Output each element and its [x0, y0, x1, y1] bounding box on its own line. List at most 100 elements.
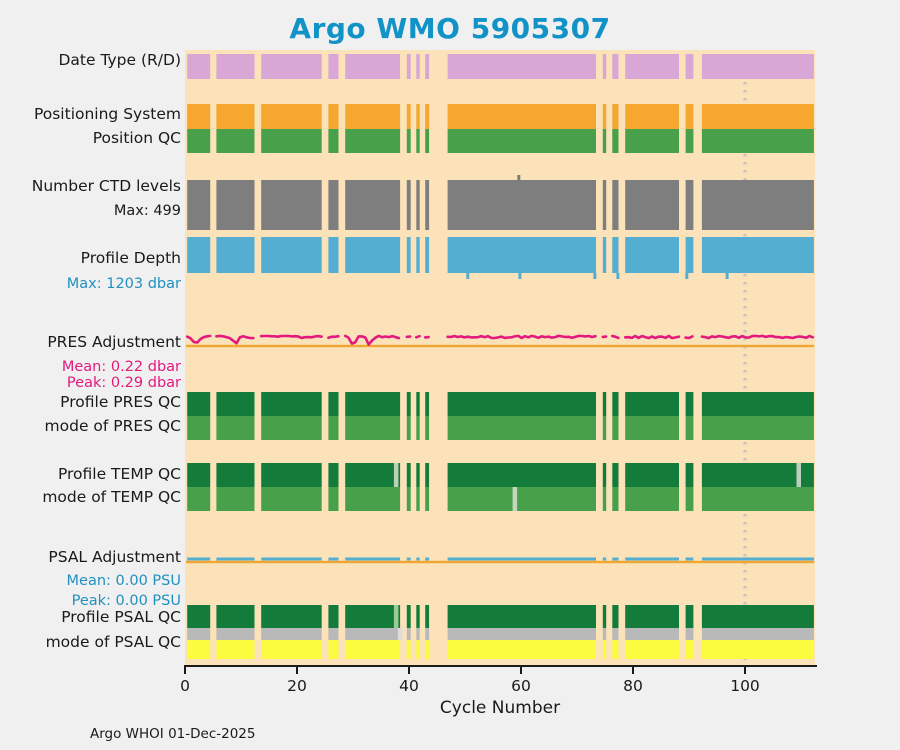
profile-pres-qc-band — [345, 392, 401, 416]
profile-pres-qc-band — [701, 392, 814, 416]
psal-adjustment-line — [328, 557, 339, 561]
psal-adjustment-line — [345, 557, 401, 561]
pres-adjustment-line — [610, 334, 620, 340]
position-qc-band — [187, 129, 211, 153]
pres-adjustment-line — [185, 334, 212, 344]
profile-temp-qc-band — [602, 463, 607, 487]
date-type-band — [328, 54, 339, 79]
profile-pres-qc-band — [416, 392, 420, 416]
profile-depth-band — [625, 237, 679, 273]
mode-psal-qc-gray-band — [187, 628, 211, 640]
position-qc-band — [416, 129, 420, 153]
mode-psal-qc-gray-band-mark — [397, 628, 403, 640]
positioning-system-band — [406, 104, 411, 129]
psal-adjustment-line — [261, 557, 322, 561]
positioning-system-band — [625, 104, 679, 129]
date-type-band — [216, 54, 255, 79]
position-qc-band — [685, 129, 694, 153]
mode-pres-qc-band — [261, 416, 322, 440]
profile-pres-qc-band — [328, 392, 339, 416]
mode-temp-qc-band — [701, 487, 814, 511]
mode-pres-qc-band — [701, 416, 814, 440]
profile-psal-qc-band — [416, 605, 420, 628]
psal-adjustment-line — [187, 557, 211, 561]
number-ctd-levels-band — [625, 180, 679, 230]
x-tick-mark — [632, 667, 634, 674]
mode-psal-qc-yellow-band — [416, 640, 420, 659]
date-type-band — [416, 54, 420, 79]
mode-temp-qc-band — [406, 487, 411, 511]
psal-adjustment-line — [447, 557, 596, 561]
pres-adjustment-line — [415, 334, 421, 339]
positioning-system-band — [416, 104, 420, 129]
pres-mean-label: Mean: 0.22 dbar — [61, 359, 181, 376]
number-ctd-levels-band — [447, 180, 596, 230]
profile-psal-qc-band — [625, 605, 679, 628]
profile-temp-qc-band — [701, 463, 814, 487]
x-tick-mark — [520, 667, 522, 674]
mode-temp-qc-band — [425, 487, 430, 511]
positioning-system-band — [328, 104, 339, 129]
profile-temp-qc-band — [328, 463, 339, 487]
mode-psal-qc-gray-band — [701, 628, 814, 640]
psal-adjustment-line — [625, 557, 679, 561]
profile-pres-qc-band — [612, 392, 619, 416]
position-qc-band — [345, 129, 401, 153]
x-tick-label: 100 — [730, 677, 760, 695]
number-ctd-levels-band — [602, 180, 607, 230]
profile-psal-qc-band — [612, 605, 619, 628]
pres-adjustment-line — [259, 334, 323, 340]
date-type-band — [685, 54, 694, 79]
position-qc-band — [612, 129, 619, 153]
mode-pres-qc-band — [345, 416, 401, 440]
mode-temp-qc-band-mark — [512, 487, 518, 511]
profile-pres-qc-band — [447, 392, 596, 416]
pres-adjustment-zero-line — [186, 344, 814, 348]
mode-psal-qc-gray-band — [416, 628, 420, 640]
mode-pres-qc-band — [187, 416, 211, 440]
x-tick-label: 40 — [399, 677, 419, 695]
profile-temp-qc-band — [612, 463, 619, 487]
x-tick-mark — [296, 667, 298, 674]
depth-max-label: Max: 1203 dbar — [66, 276, 181, 293]
profile-depth-band-notch — [685, 273, 689, 279]
mode-temp-qc-band — [612, 487, 619, 511]
psal-adjustment-line — [406, 557, 411, 561]
number-ctd-levels-band — [612, 180, 619, 230]
position-qc-label: Position QC — [92, 129, 181, 148]
profile-depth-band-notch — [725, 273, 729, 279]
mode-temp-qc-band — [602, 487, 607, 511]
profile-psal-qc-band — [345, 605, 401, 628]
ctd-levels-label: Number CTD levels — [31, 177, 181, 196]
profile-depth-band-notch — [616, 273, 620, 279]
profile-psal-qc-band — [701, 605, 814, 628]
pres-adjustment-line — [700, 334, 815, 340]
mode-psal-qc-yellow-band — [328, 640, 339, 659]
profile-temp-qc-band — [416, 463, 420, 487]
date-type-band — [602, 54, 607, 79]
date-type-label: Date Type (R/D) — [58, 51, 181, 70]
psal-adjustment-line — [701, 557, 814, 561]
mode-pres-qc-band — [447, 416, 596, 440]
profile-depth-band — [406, 237, 411, 273]
date-type-band — [187, 54, 211, 79]
x-tick-mark — [408, 667, 410, 674]
positioning-system-band — [602, 104, 607, 129]
mode-temp-qc-band — [216, 487, 255, 511]
mode-temp-qc-band — [625, 487, 679, 511]
profile-temp-qc-band-mark — [796, 463, 801, 487]
psal-mean-label: Mean: 0.00 PSU — [66, 573, 181, 590]
x-tick-label: 20 — [287, 677, 307, 695]
pres-adjustment-line — [684, 335, 694, 340]
profile-depth-band — [602, 237, 607, 273]
profile-temp-qc-band — [625, 463, 679, 487]
profile-depth-band — [701, 237, 814, 273]
profile-depth-band — [612, 237, 619, 273]
psal-adjustment-line — [685, 557, 694, 561]
mode-psal-qc-yellow-band — [701, 640, 814, 659]
mode-temp-qc-band — [328, 487, 339, 511]
profile-temp-qc-band — [447, 463, 596, 487]
x-axis-line — [184, 665, 817, 667]
mode-psal-qc-yellow-band — [602, 640, 607, 659]
